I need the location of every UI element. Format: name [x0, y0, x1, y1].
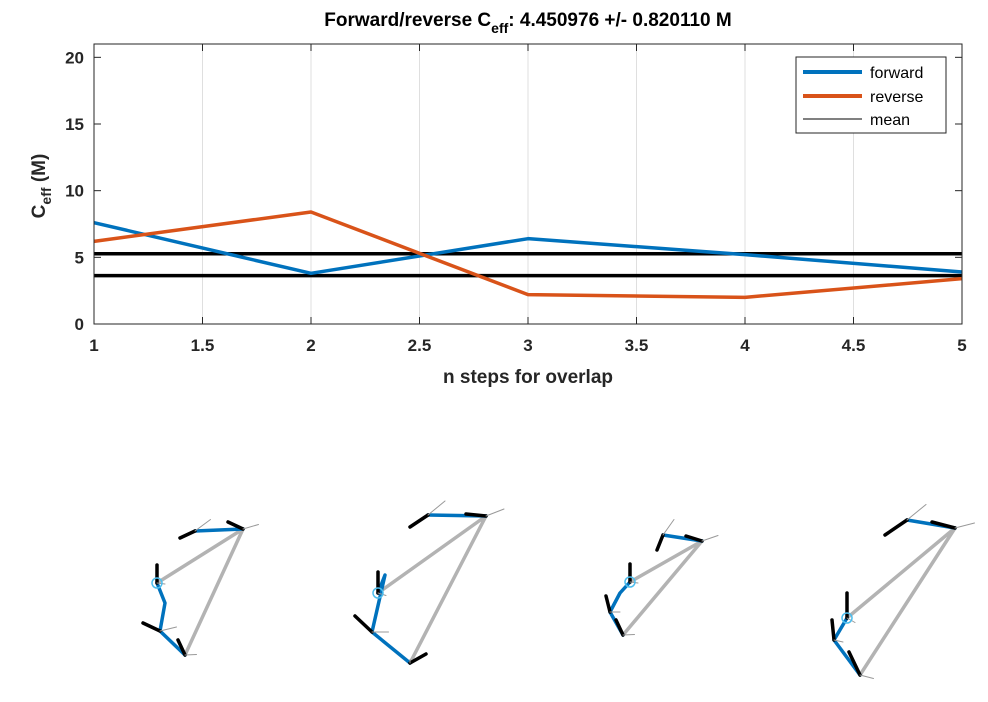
- diagram-frame-axis: [830, 618, 836, 642]
- series-line-reverse: [93, 210, 963, 300]
- diagram-frame-whisker: [629, 581, 639, 584]
- y-ticks: 0 5 10 15 20: [65, 48, 962, 334]
- y-tick-label: 15: [65, 115, 84, 134]
- diagram-frame-whisker: [833, 639, 844, 643]
- x-tick-label: 3: [523, 336, 532, 355]
- diagram-frame-whisker: [159, 626, 177, 632]
- x-tick-label: 5: [957, 336, 966, 355]
- chain-diagrams: [141, 500, 975, 679]
- x-tick-label: 2.5: [408, 336, 432, 355]
- chain-diagram: [353, 500, 505, 665]
- legend-label-mean: mean: [870, 112, 910, 129]
- diagram-link: [376, 514, 488, 665]
- y-axis-label: Ceff (M): [29, 154, 54, 219]
- y-tick-label: 20: [65, 48, 84, 67]
- diagram-frame-whisker: [194, 519, 211, 532]
- diagram-frame-axis: [353, 614, 374, 634]
- x-ticks: 1 1.5 2 2.5 3 3.5 4 4.5 5: [89, 44, 967, 355]
- diagram-frame-axis: [847, 650, 862, 677]
- diagram-frame-axis: [178, 529, 197, 540]
- diagram-frame-whisker: [242, 524, 259, 530]
- diagram-frame-whisker: [156, 582, 166, 585]
- diagram-frame-whisker: [906, 504, 927, 521]
- chart-title: Forward/reverse Ceff: 4.450976 +/- 0.820…: [324, 10, 731, 36]
- y-tick-label: 10: [65, 182, 84, 201]
- diagram-frame-whisker: [184, 654, 197, 656]
- chain-diagram: [141, 519, 259, 657]
- diagram-frame-axis: [604, 594, 612, 614]
- diagram-frame-whisker: [485, 508, 505, 517]
- diagram-chain: [155, 581, 187, 657]
- x-tick-label: 1.5: [191, 336, 215, 355]
- diagram-link: [845, 526, 957, 677]
- series-line-forward: [93, 220, 963, 276]
- x-tick-label: 3.5: [625, 336, 649, 355]
- x-axis-label: n steps for overlap: [443, 367, 613, 388]
- chain-diagram: [830, 504, 975, 679]
- chain-diagram: [604, 519, 719, 637]
- diagram-frame-whisker: [622, 634, 635, 636]
- diagram-frame-axis: [614, 618, 625, 637]
- diagram-frame-axis: [408, 652, 428, 665]
- x-tick-label: 2: [306, 336, 315, 355]
- diagram-frame-whisker: [701, 535, 719, 542]
- diagram-base-marker: [841, 612, 853, 624]
- x-tick-label: 1: [89, 336, 98, 355]
- y-tick-label: 5: [75, 248, 84, 267]
- series-lines: [93, 210, 963, 300]
- diagram-frame-axis: [408, 513, 430, 529]
- x-tick-label: 4.5: [842, 336, 866, 355]
- diagram-chain-top: [193, 527, 245, 533]
- diagram-chain: [370, 573, 412, 665]
- legend-label-forward: forward: [870, 65, 923, 82]
- diagram-frame-axis: [883, 518, 909, 537]
- diagram-frame-axis: [464, 512, 488, 518]
- diagram-frame-whisker: [427, 500, 446, 516]
- diagram-link: [155, 527, 245, 657]
- diagram-frame-axis: [684, 534, 704, 543]
- legend-label-reverse: reverse: [870, 89, 923, 106]
- diagram-frame-whisker: [859, 674, 874, 679]
- diagram-frame-whisker: [662, 519, 675, 536]
- legend: forward reverse mean: [795, 56, 947, 134]
- diagram-base-marker: [624, 576, 636, 588]
- mean-lines: [94, 251, 962, 278]
- diagram-frame-axis: [141, 621, 162, 633]
- diagram-frame-axis: [226, 520, 245, 531]
- diagram-link: [621, 539, 704, 637]
- diagram-frame-whisker: [954, 522, 975, 529]
- diagram-base-marker: [372, 587, 384, 599]
- diagram-base-marker: [151, 577, 163, 589]
- diagram-frame-axis: [176, 638, 187, 657]
- diagram-frame-axis: [930, 520, 957, 530]
- x-tick-label: 4: [740, 336, 750, 355]
- diagram-frame-axis: [655, 533, 665, 552]
- y-tick-label: 0: [75, 315, 84, 334]
- diagram-frame-whisker: [377, 592, 387, 596]
